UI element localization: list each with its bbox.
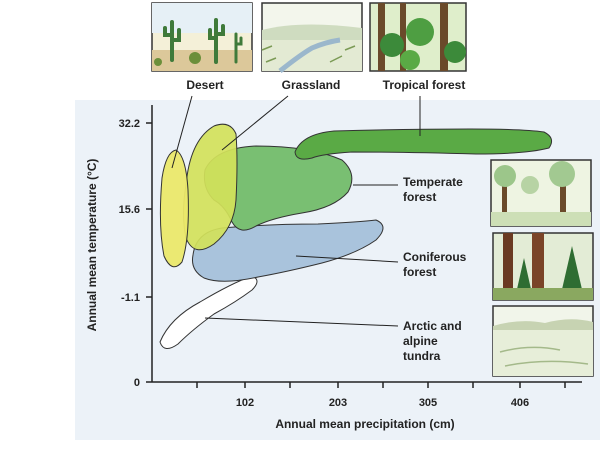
coniferous-forest-label-line1: Coniferous [403,250,467,264]
desert-label: Desert [186,78,223,92]
tundra-illustration-icon [492,305,594,377]
y-tick-0: 0 [134,377,140,389]
x-tick-102: 102 [236,397,254,409]
x-tick-203: 203 [329,397,347,409]
temperate-forest-label-line2: forest [403,190,436,204]
grassland-illustration-icon [261,2,363,73]
tropical-forest-region [294,128,553,160]
y-tick-15-6: 15.6 [119,204,140,216]
x-axis-title: Annual mean precipitation (cm) [275,417,454,431]
y-tick-32-2: 32.2 [119,118,140,130]
desert-region [159,149,189,268]
desert-illustration-icon [151,2,253,72]
plot-axes [146,105,582,388]
x-tick-305: 305 [419,397,437,409]
coniferous-forest-illustration-icon [492,232,594,301]
tropical-forest-illustration-icon [369,2,467,72]
leader-lines [171,95,421,327]
coniferous-forest-label-line2: forest [403,265,436,279]
temperate-forest-label-line1: Temperate [403,175,463,189]
x-tick-406: 406 [511,397,529,409]
tundra-region [159,275,258,349]
y-axis-title: Annual mean temperature (°C) [85,159,99,332]
y-tick-minus-1-1: -1.1 [121,292,140,304]
tundra-label-line1: Arctic and [403,319,462,333]
grassland-label: Grassland [282,78,341,92]
tundra-label-line3: tundra [403,349,441,363]
tundra-label-line2: alpine [403,334,438,348]
tropical-forest-label: Tropical forest [383,78,466,92]
temperate-forest-illustration-icon [490,159,592,227]
